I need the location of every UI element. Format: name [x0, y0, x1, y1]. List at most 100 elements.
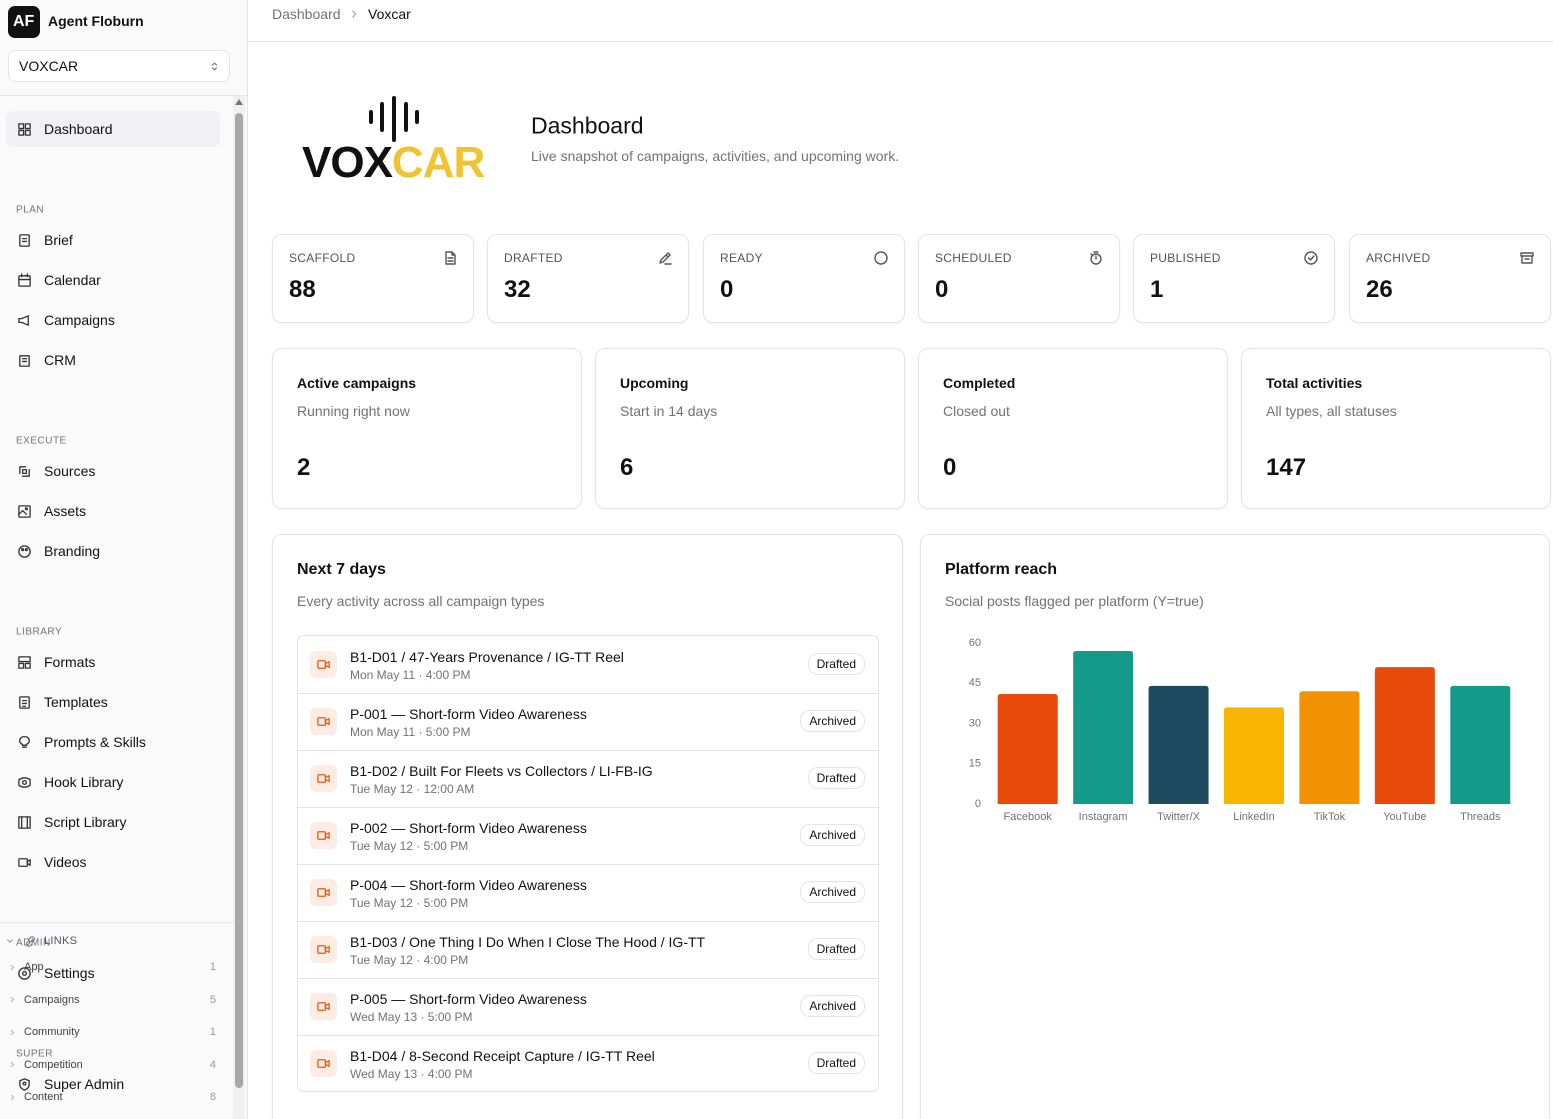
activity-icon-bg: [310, 879, 337, 906]
icon-shape: [18, 857, 28, 867]
activity-title: P-005 — Short-form Video Awareness: [350, 991, 587, 1007]
icon-shape: [317, 660, 327, 669]
status-value: 26: [1366, 276, 1393, 303]
nav-item[interactable]: Dashboard: [44, 121, 113, 137]
nav-item[interactable]: Campaigns: [44, 312, 115, 328]
nav-section-label: ADMIN: [16, 937, 51, 949]
nav-item[interactable]: Prompts & Skills: [44, 734, 146, 750]
link-item[interactable]: Campaigns: [24, 993, 80, 1006]
wave-bar: [392, 96, 396, 142]
activity-icon-bg: [310, 822, 337, 849]
activity-row[interactable]: [298, 978, 878, 1035]
nav-icon: [19, 735, 30, 748]
nav-icon: [19, 465, 30, 477]
nav-icon: [18, 544, 31, 558]
link-chevron: [10, 1029, 15, 1035]
activity-row[interactable]: [298, 750, 878, 807]
link-count: 1: [209, 961, 216, 973]
status-card: [703, 234, 905, 323]
link-count: 5: [209, 993, 216, 1006]
nav-item[interactable]: Sources: [44, 463, 96, 479]
icon-shape: [1307, 255, 1315, 261]
link-item[interactable]: Community: [24, 1026, 80, 1038]
nav-item[interactable]: Videos: [44, 854, 87, 870]
icon-shape: [19, 233, 30, 247]
icon-shape: [18, 272, 31, 280]
status-card: [1349, 234, 1551, 323]
wave-bar: [369, 110, 373, 124]
icon-shape: [18, 274, 31, 287]
link-chevron: [10, 1094, 15, 1100]
link-chevron: [10, 1061, 15, 1068]
chart-subtitle: Social posts flagged per platform (Y=tru…: [945, 593, 1204, 609]
brand-name: Agent Floburn: [48, 13, 144, 29]
icon-shape: [317, 1059, 327, 1068]
activity-list: B1-D01 / 47-Years Provenance / IG-TT Ree…: [297, 635, 879, 1092]
logo-soundwave: [369, 96, 419, 142]
summary-title: Active campaigns: [297, 375, 417, 391]
icon-shape: [324, 832, 330, 839]
links-icon: [26, 935, 35, 947]
activity-title: B1-D01 / 47-Years Provenance / IG-TT Ree…: [350, 649, 624, 665]
summary-subtitle: Start in 14 days: [620, 403, 718, 419]
icon-shape: [19, 735, 30, 748]
icon-shape: [21, 357, 28, 362]
link-item[interactable]: Competition: [24, 1058, 83, 1071]
nav-item[interactable]: Assets: [44, 503, 87, 519]
nav-icon: [19, 695, 30, 709]
icon-shape: [317, 945, 327, 954]
breadcrumb-current: Voxcar: [368, 6, 411, 22]
nav-item[interactable]: Formats: [44, 654, 96, 670]
activity-row[interactable]: [298, 807, 878, 864]
nav-icon: [18, 504, 31, 518]
nav-item[interactable]: CRM: [44, 352, 76, 368]
logo-vox: VOX: [302, 138, 393, 187]
status-icon: [445, 251, 456, 265]
icon-shape: [10, 996, 15, 1003]
icon-shape: [659, 252, 672, 265]
workspace-select[interactable]: [8, 50, 230, 82]
wave-bar: [404, 102, 408, 132]
icon-shape: [18, 776, 31, 788]
nav-item[interactable]: Script Library: [44, 814, 127, 830]
activity-row[interactable]: [298, 921, 878, 978]
topbar-border: [248, 41, 1553, 42]
icon-shape: [10, 1029, 15, 1035]
status-label: ARCHIVED: [1366, 251, 1431, 265]
nav-item[interactable]: Brief: [44, 232, 73, 248]
icon-shape: [21, 547, 25, 551]
link-item[interactable]: App: [24, 961, 44, 973]
nav-item[interactable]: Calendar: [44, 272, 101, 288]
icon-shape: [21, 779, 28, 785]
activity-icon: [317, 774, 330, 783]
activity-time: Wed May 13 · 4:00 PM: [350, 1067, 473, 1081]
nav-item[interactable]: Settings: [44, 965, 95, 981]
status-label: DRAFTED: [504, 251, 563, 265]
icon-shape: [317, 888, 327, 897]
panel-title: Next 7 days: [297, 561, 386, 578]
activity-row[interactable]: [298, 1035, 878, 1091]
status-card: [918, 234, 1120, 323]
breadcrumb-item[interactable]: Dashboard: [272, 6, 341, 22]
nav-item[interactable]: Templates: [44, 694, 108, 710]
nav-item[interactable]: Super Admin: [44, 1076, 125, 1092]
scrollbar-thumb[interactable]: [235, 113, 243, 1088]
activity-title: P-004 — Short-form Video Awareness: [350, 877, 587, 893]
nav-item[interactable]: Hook Library: [44, 774, 124, 790]
nav-item[interactable]: Branding: [44, 543, 101, 559]
links-chevron: [7, 939, 13, 943]
scroll-up-arrow[interactable]: [234, 98, 244, 106]
page-subtitle: Live snapshot of campaigns, activities, …: [531, 148, 900, 164]
nav-icon: [18, 776, 31, 788]
activity-row[interactable]: [298, 864, 878, 921]
activity-row[interactable]: [298, 693, 878, 750]
icon-shape: [18, 504, 31, 518]
link-item[interactable]: Content: [24, 1091, 63, 1103]
icon-shape: [26, 858, 31, 866]
icon-shape: [24, 506, 28, 510]
icon-shape: [21, 815, 28, 829]
nav-icon: [18, 314, 29, 326]
icon-shape: [19, 354, 30, 367]
icon-shape: [18, 509, 28, 515]
icon-shape: [317, 1002, 327, 1011]
